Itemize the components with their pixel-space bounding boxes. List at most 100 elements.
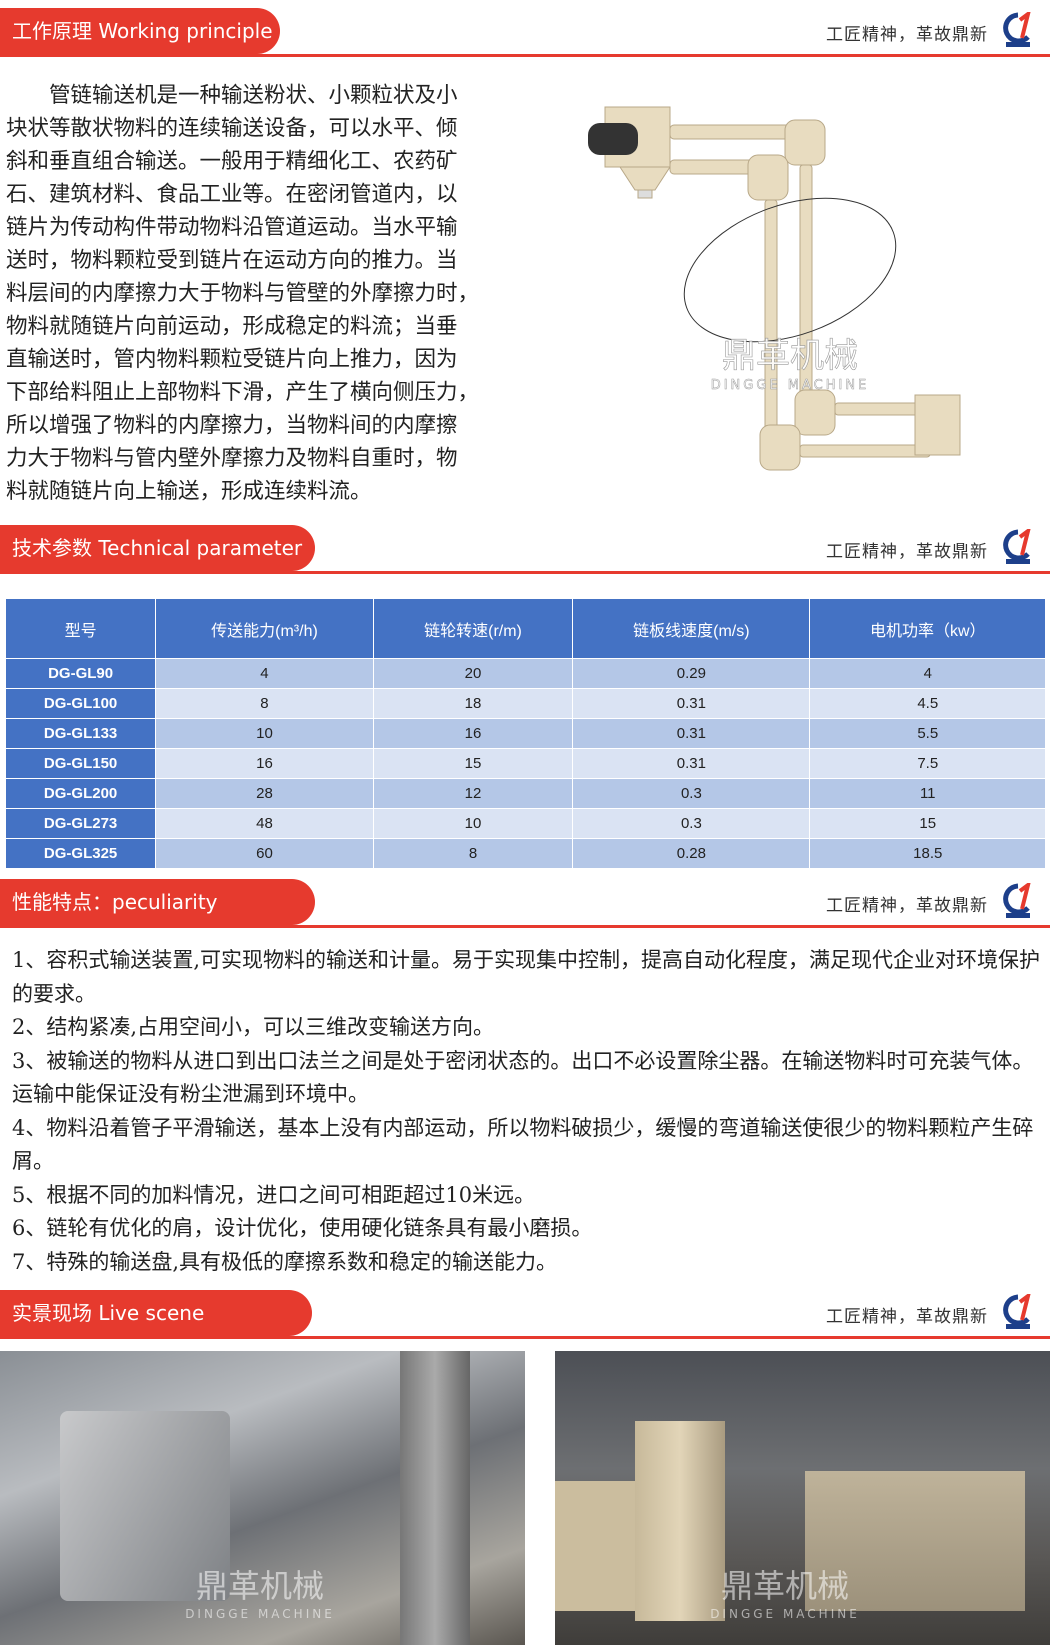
paragraph-line: 块状等散状物料的连续输送设备，可以水平、倾 (6, 116, 458, 141)
watermark-cn: 鼎革机械 (722, 336, 858, 376)
paragraph-line: 链片为传动构件带动物料沿管道运动。当水平输 (6, 215, 458, 240)
list-item: 3、被输送的物料从进口到出口法兰之间是处于密闭状态的。出口不必设置除尘器。在输送… (12, 1048, 1034, 1107)
table-cell: 16 (155, 748, 374, 779)
table-cell: 0.28 (572, 838, 811, 869)
paragraph-line: 料就随链片向上输送，形成连续料流。 (6, 479, 372, 504)
paragraph-line: 斜和垂直组合输送。一般用于精细化工、农药矿 (6, 149, 458, 174)
column-header: 传送能力(m³/h) (155, 598, 374, 659)
table-cell: 8 (155, 688, 374, 719)
peculiarity-header: 性能特点：peculiarity 工匠精神，革故鼎新 (0, 879, 1050, 928)
column-header: 链轮转速(r/m) (372, 598, 574, 659)
slogan: 工匠精神，革故鼎新 (826, 542, 988, 562)
table-cell: 0.29 (572, 658, 811, 689)
section-title: 性能特点：peculiarity (0, 879, 315, 925)
table-cell: 16 (372, 718, 574, 749)
table-row: DG-GL273 48 10 0.3 15 (4, 808, 1046, 839)
list-item: 7、特殊的输送盘,具有极低的摩擦系数和稳定的输送能力。 (12, 1249, 558, 1274)
table-cell: 0.3 (572, 778, 811, 809)
divider (0, 54, 1050, 57)
table-cell: 28 (155, 778, 374, 809)
paragraph-line: 物料就随链片向前运动，形成稳定的料流；当垂 (6, 314, 458, 339)
section-title: 技术参数 Technical parameter (0, 525, 315, 571)
column-header: 型号 (4, 598, 157, 659)
column-header: 链板线速度(m/s) (572, 598, 811, 659)
table-cell: 48 (155, 808, 374, 839)
photo-gap (525, 1351, 555, 1645)
table-cell: 0.31 (572, 688, 811, 719)
column-header: 电机功率（kw） (809, 598, 1046, 659)
company-logo (1003, 529, 1031, 564)
model-cell: DG-GL100 (4, 688, 157, 719)
table-row: DG-GL133 10 16 0.31 5.5 (4, 718, 1046, 749)
slogan: 工匠精神，革故鼎新 (826, 896, 988, 916)
table-row: DG-GL325 60 8 0.28 18.5 (4, 838, 1046, 869)
model-cell: DG-GL200 (4, 778, 157, 809)
list-item: 2、结构紧凑,占用空间小，可以三维改变输送方向。 (12, 1015, 495, 1039)
table-cell: 4 (809, 658, 1046, 689)
table-cell: 0.31 (572, 748, 811, 779)
slogan: 工匠精神，革故鼎新 (826, 1307, 988, 1327)
table-cell: 7.5 (809, 748, 1046, 779)
paragraph-line: 石、建筑材料、食品工业等。在密闭管道内，以 (6, 182, 458, 207)
table-cell: 0.3 (572, 808, 811, 839)
table-cell: 0.31 (572, 718, 811, 749)
table-cell: 10 (372, 808, 574, 839)
table-cell: 15 (809, 808, 1046, 839)
pipe-chain-conveyor-image: 鼎革机械 DINGGE MACHINE (588, 106, 961, 471)
watermark-en: DINGGE MACHINE (710, 1607, 860, 1621)
paragraph-line: 下部给料阻止上部物料下滑，产生了横向侧压力， (6, 380, 480, 405)
section-title: 实景现场 Live scene (0, 1290, 312, 1336)
watermark-cn: 鼎革机械 (720, 1567, 849, 1605)
model-cell: DG-GL273 (4, 808, 157, 839)
model-cell: DG-GL325 (4, 838, 157, 869)
table-row: DG-GL100 8 18 0.31 4.5 (4, 688, 1046, 719)
table-cell: 20 (372, 658, 574, 689)
list-item: 5、根据不同的加料情况，进口之间可相距超过10米远。 (12, 1182, 536, 1207)
paragraph-line: 所以增强了物料的内摩擦力，当物料间的内摩擦 (6, 413, 458, 438)
company-logo (1003, 1294, 1031, 1329)
table-cell: 5.5 (809, 718, 1046, 749)
table-cell: 15 (372, 748, 574, 779)
table-cell: 10 (155, 718, 374, 749)
technical-parameter-table: 型号 传送能力(m³/h) 链轮转速(r/m) 链板线速度(m/s) 电机功率（kw） … (4, 598, 1046, 869)
table-cell: 18 (372, 688, 574, 719)
divider (0, 925, 1050, 928)
paragraph-line: 送时，物料颗粒受到链片在运动方向的推力。当 (6, 248, 458, 273)
paragraph-line: 管链输送机是一种输送粉状、小颗粒状及小 (6, 83, 458, 108)
paragraph-line: 力大于物料与管内壁外摩擦力及物料自重时，物 (6, 446, 458, 471)
model-cell: DG-GL150 (4, 748, 157, 779)
feature-list: 1、容积式输送装置,可实现物料的输送和计量。易于实现集中控制，提高自动化程度，满… (12, 944, 1044, 1279)
live-scene-photo-left: 鼎革机械 DINGGE MACHINE (0, 1351, 525, 1645)
paragraph-line: 料层间的内摩擦力大于物料与管壁的外摩擦力时， (6, 281, 480, 306)
watermark-en: DINGGE MACHINE (711, 378, 870, 393)
company-logo (1003, 883, 1031, 918)
divider (0, 571, 1050, 574)
live-scene-header: 实景现场 Live scene 工匠精神，革故鼎新 (0, 1290, 1050, 1339)
table-cell: 8 (372, 838, 574, 869)
table-cell: 11 (809, 778, 1046, 809)
model-cell: DG-GL90 (4, 658, 157, 689)
watermark-cn: 鼎革机械 (195, 1567, 324, 1605)
technical-parameter-header: 技术参数 Technical parameter 工匠精神，革故鼎新 (0, 525, 1050, 574)
model-cell: DG-GL133 (4, 718, 157, 749)
list-item: 4、物料沿着管子平滑输送，基本上没有内部运动，所以物料破损少，缓慢的弯道输送使很… (12, 1115, 1034, 1174)
table-cell: 18.5 (809, 838, 1046, 869)
table-cell: 60 (155, 838, 374, 869)
section-title: 工作原理 Working principle (0, 8, 280, 54)
live-scene-photo-right: 鼎革机械 DINGGE MACHINE (555, 1351, 1050, 1645)
table-cell: 4.5 (809, 688, 1046, 719)
slogan: 工匠精神，革故鼎新 (826, 25, 988, 45)
divider (0, 1336, 1050, 1339)
working-principle-text: 管链输送机是一种输送粉状、小颗粒状及小 块状等散状物料的连续输送设备，可以水平、倾… (6, 79, 526, 508)
list-item: 1、容积式输送装置,可实现物料的输送和计量。易于实现集中控制，提高自动化程度，满… (12, 948, 1041, 1006)
table-cell: 12 (372, 778, 574, 809)
company-logo (1003, 12, 1031, 47)
watermark-en: DINGGE MACHINE (185, 1607, 335, 1621)
table-cell: 4 (155, 658, 374, 689)
table-row: DG-GL90 4 20 0.29 4 (4, 658, 1046, 689)
paragraph-line: 直输送时，管内物料颗粒受链片向上推力，因为 (6, 347, 458, 372)
list-item: 6、链轮有优化的肩，设计优化，使用硬化链条具有最小磨损。 (12, 1216, 593, 1240)
table-row: DG-GL200 28 12 0.3 11 (4, 778, 1046, 809)
table-row: DG-GL150 16 15 0.31 7.5 (4, 748, 1046, 779)
working-principle-header: 工作原理 Working principle 工匠精神，革故鼎新 (0, 8, 1050, 57)
